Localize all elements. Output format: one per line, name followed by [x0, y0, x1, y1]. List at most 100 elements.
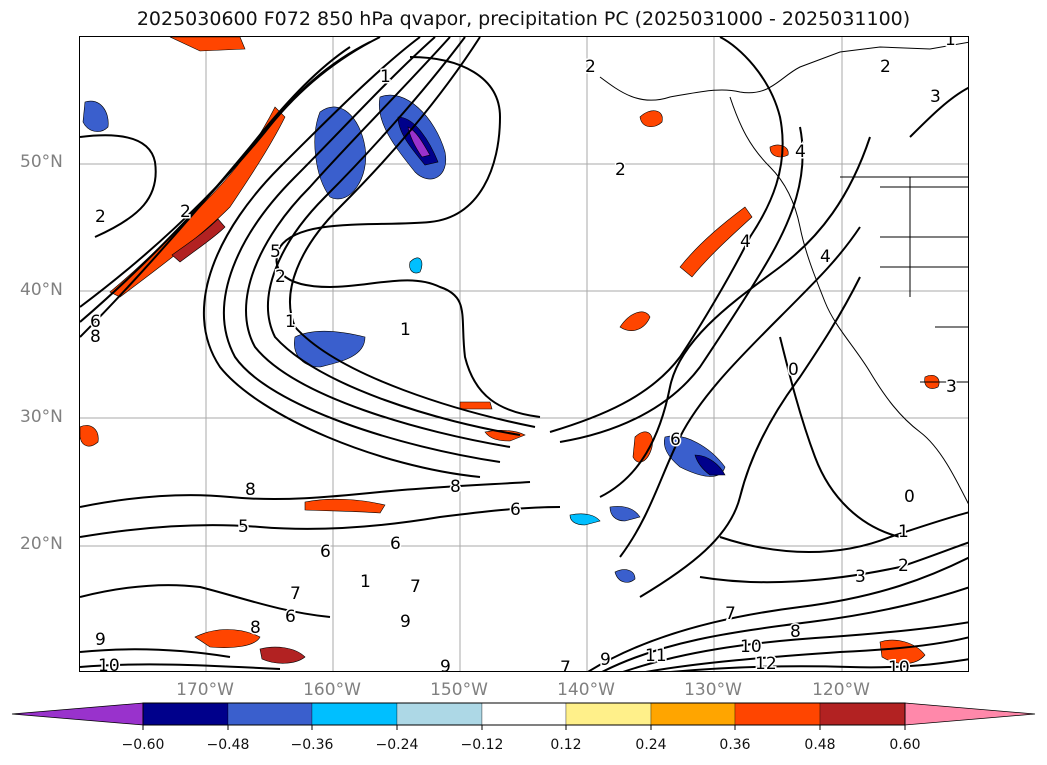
contour-label: 8 [250, 618, 261, 638]
precip-positive-area [459, 401, 493, 410]
colorbar-segment [734, 702, 821, 726]
contour-label: 10 [98, 656, 120, 672]
contour-labels: 1 2 3 2 2 2 1 1 2 4 5 4 4 2 1 6 8 6 8 5 … [89, 37, 959, 672]
lon-label-130w: 130°W [684, 680, 742, 700]
contour-label: 0 [788, 360, 799, 380]
colorbar-tick: 0.48 [804, 737, 836, 753]
contour-label: 8 [790, 622, 801, 642]
colorbar-segment [819, 702, 906, 726]
lon-label-150w: 150°W [430, 680, 488, 700]
contour-label: 2 [615, 160, 626, 180]
contour-label: 6 [90, 312, 101, 332]
contour-label: 1 [360, 572, 371, 592]
contour-label: 0 [904, 487, 915, 507]
contour-label: 1 [380, 67, 391, 87]
lat-label-40n: 40°N [20, 280, 63, 300]
colorbar-segment [904, 702, 1036, 726]
contour-label: 2 [898, 556, 909, 576]
contour-label: 9 [400, 612, 411, 632]
contour-label: 2 [880, 57, 891, 77]
colorbar-segment [396, 702, 483, 726]
precip-positive-area [632, 431, 653, 463]
precip-positive-area [639, 110, 663, 127]
contour-label: 2 [275, 267, 286, 287]
contour-label: 10 [740, 637, 762, 657]
contour-label: 4 [740, 232, 751, 252]
colorbar-tick: 0.24 [635, 737, 667, 753]
coastlines [599, 41, 968, 505]
colorbar-segment [481, 702, 567, 726]
lon-label-170w: 170°W [176, 680, 234, 700]
contour-label: 9 [600, 650, 611, 670]
colorbar-tick: −0.48 [206, 737, 250, 753]
precip-positive-area [769, 144, 789, 158]
lon-label-140w: 140°W [557, 680, 615, 700]
lon-label-160w: 160°W [303, 680, 361, 700]
contour-label: 1 [898, 522, 909, 542]
contour-label: 3 [946, 377, 957, 397]
contour-label: 3 [855, 567, 866, 587]
contour-label: 7 [560, 658, 571, 672]
precip-positive-area [171, 218, 226, 263]
precip-shading [80, 37, 940, 664]
colorbar-segment [227, 702, 313, 726]
colorbar-segment [11, 702, 144, 726]
map-title: 2025030600 F072 850 hPa qvapor, precipit… [136, 8, 911, 30]
contour-label: 11 [645, 646, 667, 666]
colorbar-tick: −0.12 [460, 737, 504, 753]
lon-label-120w: 120°W [812, 680, 870, 700]
colorbar-tick: 0.12 [550, 737, 582, 753]
precip-positive-area [679, 206, 753, 278]
colorbar-tick: −0.60 [121, 737, 165, 753]
precip-positive-area [259, 646, 306, 664]
contour-label: 9 [440, 657, 451, 672]
precip-positive-area [194, 629, 261, 648]
colorbar-tick: 0.36 [719, 737, 751, 753]
precip-positive-area [169, 37, 246, 52]
precip-positive-area [80, 425, 99, 447]
contour-label: 4 [795, 142, 806, 162]
precip-negative-area [609, 506, 641, 522]
lat-label-50n: 50°N [20, 152, 63, 172]
contour-label: 1 [945, 37, 956, 50]
precip-negative-area [569, 513, 601, 526]
contour-label: 5 [238, 517, 249, 537]
colorbar-segment [650, 702, 736, 726]
precip-negative-area [409, 257, 423, 274]
map-panel[interactable]: 1 2 3 2 2 2 1 1 2 4 5 4 4 2 1 6 8 6 8 5 … [79, 36, 969, 672]
colorbar [11, 702, 1036, 730]
contour-label: 12 [755, 654, 777, 672]
contour-label: 2 [95, 207, 106, 227]
contour-label: 5 [270, 242, 281, 262]
map-svg: 1 2 3 2 2 2 1 1 2 4 5 4 4 2 1 6 8 6 8 5 … [80, 37, 968, 672]
contour-label: 8 [90, 327, 101, 347]
colorbar-tick: −0.36 [290, 737, 334, 753]
contour-label: 6 [670, 430, 681, 450]
contour-label: 7 [410, 577, 421, 597]
contour-label: 1 [400, 320, 411, 340]
colorbar-frame [142, 702, 906, 726]
contour-label: 10 [888, 658, 910, 672]
precip-negative-area [694, 454, 726, 476]
colorbar-segment [311, 702, 398, 726]
colorbar-tick: 0.60 [889, 737, 921, 753]
lat-label-20n: 20°N [20, 534, 63, 554]
lat-label-30n: 30°N [20, 407, 63, 427]
qvapor-contours [80, 37, 968, 671]
contour-label: 4 [820, 247, 831, 267]
contour-label: 8 [450, 477, 461, 497]
contour-label: 7 [290, 584, 301, 604]
contour-label: 8 [245, 480, 256, 500]
precip-negative-area [82, 100, 109, 132]
contour-label: 2 [585, 57, 596, 77]
contour-label: 7 [725, 604, 736, 624]
contour-label: 2 [180, 202, 191, 222]
contour-label: 6 [285, 607, 296, 627]
precip-negative-area [407, 126, 431, 158]
contour-label: 9 [95, 630, 106, 650]
contour-label: 3 [930, 87, 941, 107]
contour-label: 1 [285, 312, 296, 332]
precip-negative-area [614, 569, 636, 583]
precip-positive-area [619, 311, 651, 331]
colorbar-tick: −0.24 [375, 737, 419, 753]
